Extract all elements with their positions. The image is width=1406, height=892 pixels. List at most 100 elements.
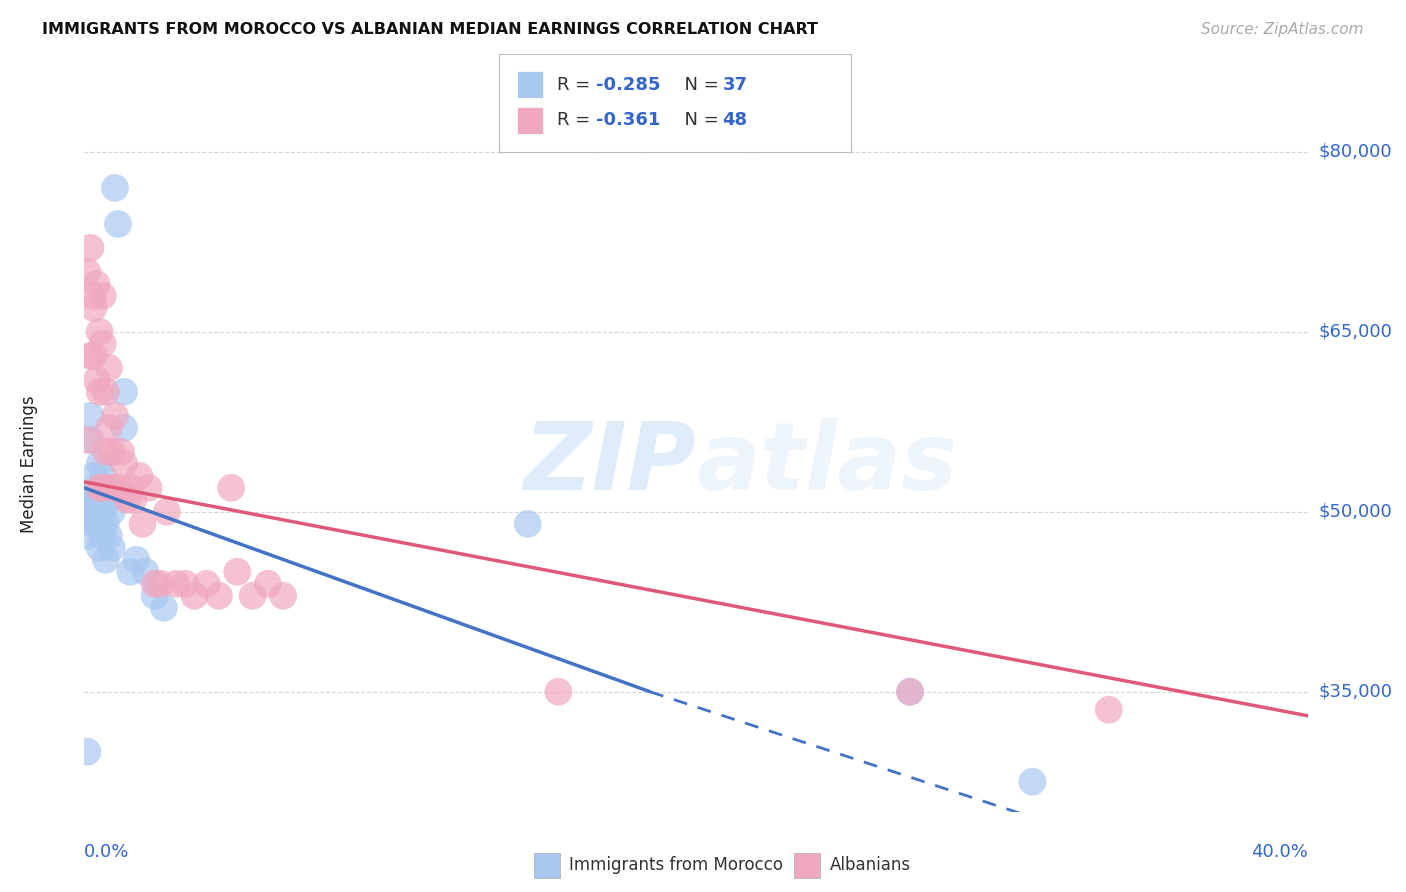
Text: ZIP: ZIP [523, 417, 696, 510]
Point [120, 565, 142, 579]
Text: $50,000: $50,000 [1319, 503, 1392, 521]
Point [271, 589, 294, 603]
Point [86, 492, 108, 507]
Point [79, 433, 101, 447]
Point [79, 241, 101, 255]
Text: 48: 48 [723, 112, 748, 129]
Text: $80,000: $80,000 [1319, 143, 1392, 161]
Point [97, 421, 120, 435]
Point [76, 529, 98, 543]
Point [79, 409, 101, 423]
Point [94, 384, 117, 399]
Point [110, 445, 132, 459]
Text: -0.361: -0.361 [596, 112, 661, 129]
Point [97, 529, 120, 543]
Point [94, 481, 117, 495]
Point [143, 589, 166, 603]
Point [101, 541, 124, 555]
Point [112, 457, 135, 471]
Point [89, 541, 111, 555]
Point [83, 505, 105, 519]
Point [125, 553, 148, 567]
Point [76, 745, 98, 759]
Point [79, 349, 101, 363]
Point [208, 589, 231, 603]
Text: R =: R = [557, 76, 596, 94]
Point [153, 600, 176, 615]
Point [94, 553, 117, 567]
Point [516, 516, 538, 531]
Text: Source: ZipAtlas.com: Source: ZipAtlas.com [1201, 22, 1364, 37]
Point [112, 384, 135, 399]
Point [91, 529, 114, 543]
Point [89, 481, 111, 495]
Point [174, 576, 197, 591]
Point [83, 516, 105, 531]
Point [226, 565, 249, 579]
Text: IMMIGRANTS FROM MOROCCO VS ALBANIAN MEDIAN EARNINGS CORRELATION CHART: IMMIGRANTS FROM MOROCCO VS ALBANIAN MEDI… [42, 22, 818, 37]
Point [97, 492, 120, 507]
Point [1021, 774, 1043, 789]
Point [104, 181, 127, 195]
Point [97, 360, 120, 375]
Point [89, 492, 111, 507]
Point [86, 277, 108, 291]
Point [195, 576, 218, 591]
Point [91, 481, 114, 495]
Point [183, 589, 205, 603]
Point [242, 589, 264, 603]
Point [138, 481, 160, 495]
Text: -0.285: -0.285 [596, 76, 661, 94]
Text: R =: R = [557, 112, 596, 129]
Point [83, 289, 105, 303]
Point [91, 289, 114, 303]
Point [128, 468, 150, 483]
Text: atlas: atlas [696, 417, 957, 510]
Text: Median Earnings: Median Earnings [20, 395, 38, 533]
Point [83, 468, 105, 483]
Point [898, 685, 921, 699]
Point [143, 576, 166, 591]
Point [89, 325, 111, 339]
Point [104, 409, 127, 423]
Point [115, 492, 138, 507]
Point [94, 516, 117, 531]
Point [131, 516, 153, 531]
Point [83, 349, 105, 363]
Point [112, 421, 135, 435]
Point [101, 481, 124, 495]
Point [89, 384, 111, 399]
Text: $65,000: $65,000 [1319, 323, 1392, 341]
Point [91, 337, 114, 351]
Point [104, 481, 127, 495]
Point [149, 576, 172, 591]
Point [257, 576, 280, 591]
Text: N =: N = [673, 112, 725, 129]
Point [219, 481, 242, 495]
Text: 37: 37 [723, 76, 748, 94]
Point [122, 492, 145, 507]
Point [76, 433, 98, 447]
Text: 0.0%: 0.0% [84, 843, 129, 861]
Point [91, 468, 114, 483]
Point [94, 445, 117, 459]
Point [898, 685, 921, 699]
Point [86, 516, 108, 531]
Point [76, 265, 98, 279]
Point [156, 505, 179, 519]
Point [86, 373, 108, 387]
Text: Albanians: Albanians [830, 856, 911, 874]
Text: $35,000: $35,000 [1319, 682, 1393, 701]
Point [83, 492, 105, 507]
Point [1098, 703, 1121, 717]
Point [165, 576, 187, 591]
Point [89, 457, 111, 471]
Point [91, 505, 114, 519]
Point [101, 505, 124, 519]
Point [107, 481, 129, 495]
Point [547, 685, 569, 699]
Text: 40.0%: 40.0% [1251, 843, 1308, 861]
Point [107, 217, 129, 231]
Point [86, 481, 108, 495]
Point [135, 565, 157, 579]
